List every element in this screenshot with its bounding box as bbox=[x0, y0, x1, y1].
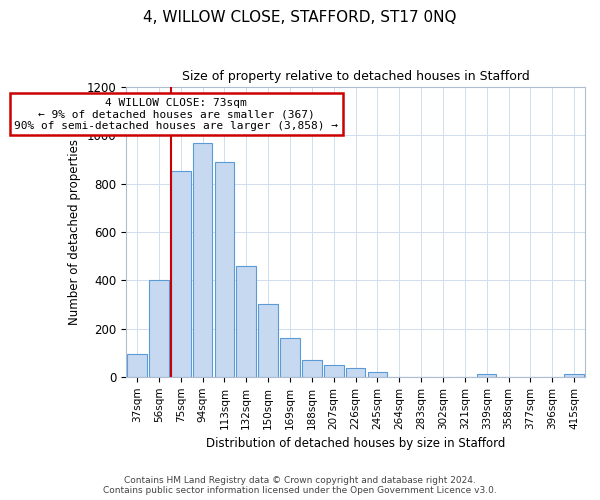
Bar bbox=[215, 162, 234, 377]
Bar bbox=[149, 280, 169, 377]
Text: 4, WILLOW CLOSE, STAFFORD, ST17 0NQ: 4, WILLOW CLOSE, STAFFORD, ST17 0NQ bbox=[143, 10, 457, 25]
Bar bbox=[193, 142, 212, 377]
X-axis label: Distribution of detached houses by size in Stafford: Distribution of detached houses by size … bbox=[206, 437, 505, 450]
Bar bbox=[564, 374, 584, 377]
Bar bbox=[236, 266, 256, 377]
Text: Contains HM Land Registry data © Crown copyright and database right 2024.
Contai: Contains HM Land Registry data © Crown c… bbox=[103, 476, 497, 495]
Bar bbox=[477, 374, 496, 377]
Title: Size of property relative to detached houses in Stafford: Size of property relative to detached ho… bbox=[182, 70, 529, 83]
Text: 4 WILLOW CLOSE: 73sqm
← 9% of detached houses are smaller (367)
90% of semi-deta: 4 WILLOW CLOSE: 73sqm ← 9% of detached h… bbox=[14, 98, 338, 131]
Bar bbox=[346, 368, 365, 377]
Bar bbox=[368, 372, 387, 377]
Bar bbox=[302, 360, 322, 377]
Bar bbox=[280, 338, 300, 377]
Bar bbox=[171, 172, 191, 377]
Bar bbox=[324, 364, 344, 377]
Y-axis label: Number of detached properties: Number of detached properties bbox=[68, 139, 81, 325]
Bar bbox=[258, 304, 278, 377]
Bar bbox=[127, 354, 147, 377]
